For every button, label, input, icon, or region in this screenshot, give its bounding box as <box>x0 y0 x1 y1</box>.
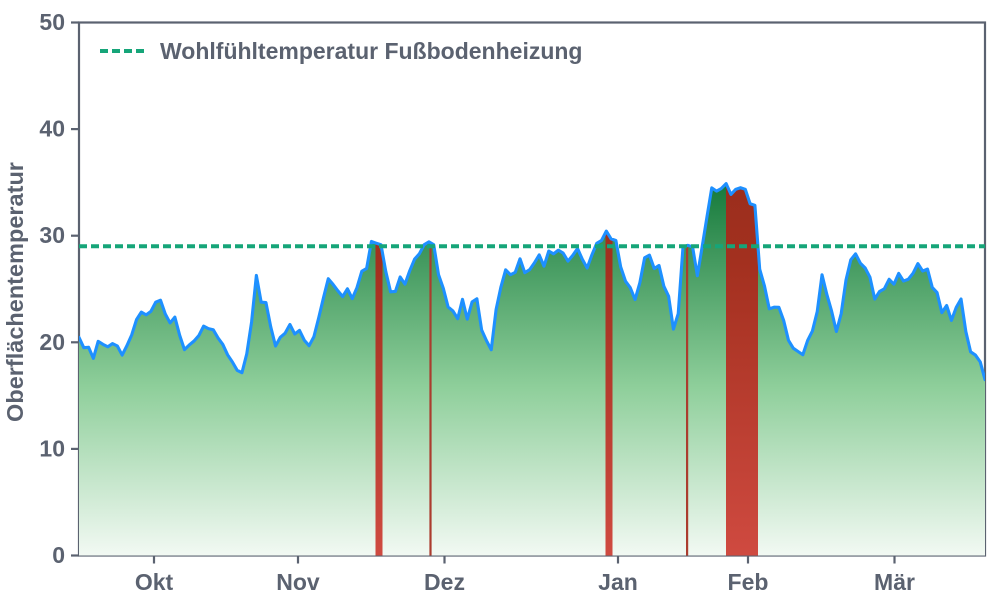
svg-text:0: 0 <box>52 542 65 568</box>
svg-text:Oberflächentemperatur: Oberflächentemperatur <box>2 162 28 422</box>
svg-text:10: 10 <box>39 435 65 461</box>
svg-text:50: 50 <box>39 9 65 35</box>
svg-text:Nov: Nov <box>276 569 320 595</box>
svg-text:Okt: Okt <box>135 569 174 595</box>
svg-text:30: 30 <box>39 222 65 248</box>
svg-text:Jan: Jan <box>598 569 638 595</box>
svg-text:Wohlfühltemperatur Fußbodenhei: Wohlfühltemperatur Fußbodenheizung <box>160 38 582 64</box>
svg-text:20: 20 <box>39 329 65 355</box>
svg-text:Feb: Feb <box>728 569 769 595</box>
svg-text:Dez: Dez <box>424 569 465 595</box>
svg-text:Mär: Mär <box>874 569 915 595</box>
svg-text:40: 40 <box>39 116 65 142</box>
